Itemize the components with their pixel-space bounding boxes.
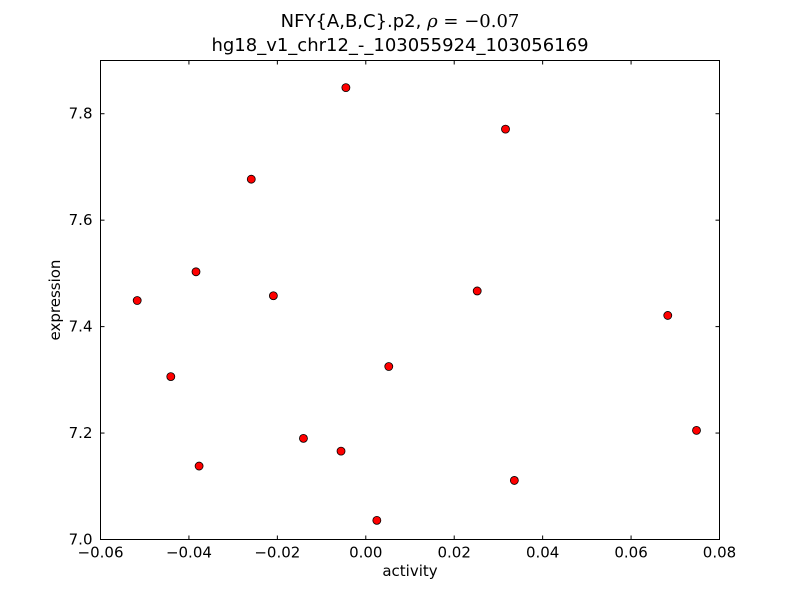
y-tick-label: 7.0: [69, 531, 93, 549]
data-point: [501, 124, 510, 134]
data-point: [341, 83, 351, 93]
x-tick-label: 0.04: [526, 544, 559, 562]
chart-title-rho-symbol: ρ: [427, 11, 438, 32]
chart-title-line2: hg18_v1_chr12_-_103055924_103056169: [211, 35, 589, 56]
data-points: [132, 83, 701, 525]
y-tick-label: 7.8: [69, 105, 93, 123]
data-point: [132, 296, 142, 305]
data-point: [191, 267, 201, 277]
y-axis-label: expression: [46, 260, 64, 341]
y-tick-label: 7.6: [69, 211, 93, 229]
data-point: [472, 286, 482, 296]
data-point: [268, 291, 278, 301]
data-point: [372, 515, 382, 525]
axis-ticks: −0.06 −0.04 −0.02 0.00 0.02 0.04 0.06 0.08 7.0 7.…: [69, 60, 736, 562]
data-point: [246, 174, 256, 184]
data-point: [663, 311, 673, 320]
x-axis-label: activity: [382, 562, 437, 580]
data-point: [166, 372, 176, 382]
x-tick-label: 0.00: [349, 544, 382, 562]
x-tick-label: 0.06: [614, 544, 647, 562]
chart-title-rho-value: = −0.07: [437, 11, 520, 32]
data-point: [194, 461, 204, 471]
x-tick-label: −0.04: [166, 544, 212, 562]
y-tick-label: 7.2: [69, 424, 93, 442]
y-tick-label: 7.4: [69, 318, 93, 336]
x-tick-label: −0.02: [254, 544, 300, 562]
x-tick-label: −0.06: [78, 544, 124, 562]
data-point: [384, 362, 394, 371]
plot-area-frame: [100, 60, 720, 540]
chart-title-prefix: NFY{A,B,C}.p2,: [280, 11, 428, 32]
data-point: [299, 433, 308, 443]
data-point: [336, 446, 346, 456]
x-tick-label: 0.02: [438, 544, 471, 562]
data-point: [692, 425, 701, 435]
chart-title-line1: NFY{A,B,C}.p2, ρ = −0.07: [0, 11, 800, 33]
x-tick-label: 0.08: [703, 544, 736, 562]
data-point: [509, 476, 519, 485]
